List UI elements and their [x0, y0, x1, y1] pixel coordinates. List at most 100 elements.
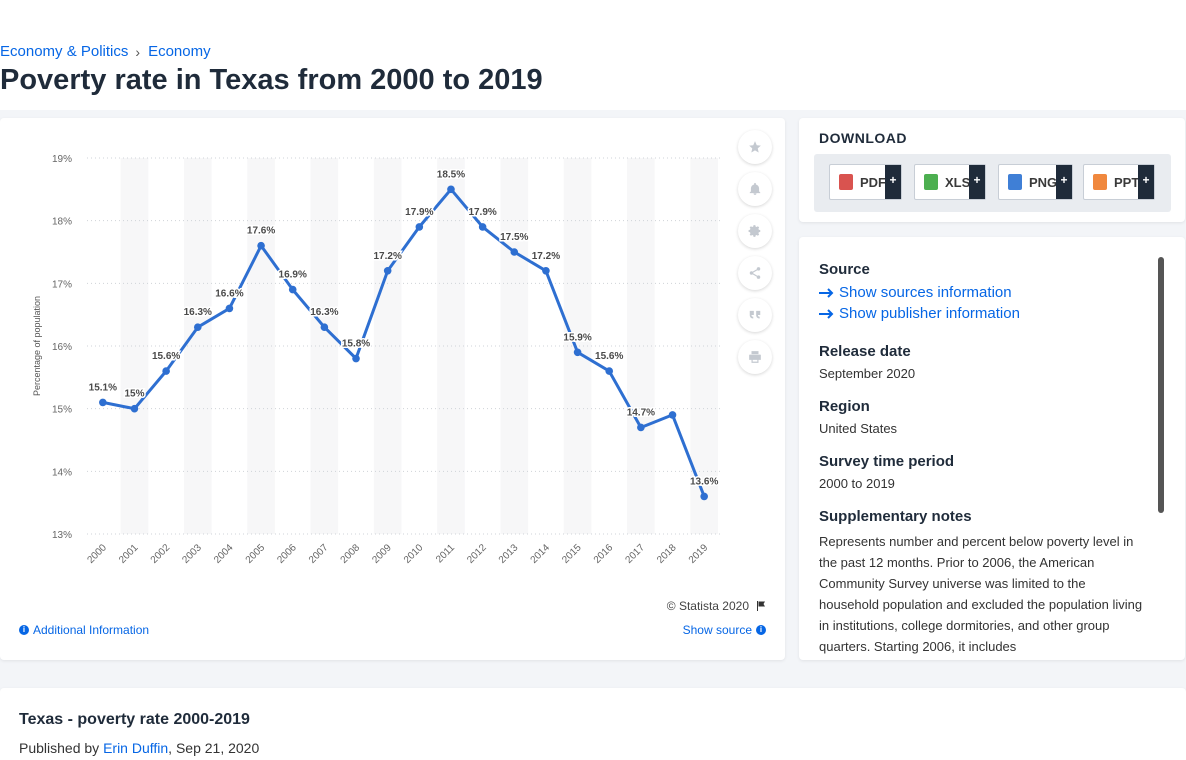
info-icon: i [756, 625, 766, 635]
data-point [478, 223, 487, 231]
x-tick-label: 2004 [212, 542, 236, 566]
download-buttons-row: PDF + XLS + PNG + PPT + [814, 154, 1171, 212]
show-publisher-label: Show publisher information [839, 305, 1020, 322]
x-tick-label: 2000 [85, 542, 109, 566]
data-point [320, 323, 329, 331]
download-png-button[interactable]: PNG + [998, 164, 1073, 200]
x-tick-label: 2005 [244, 542, 268, 566]
show-publisher-link[interactable]: Show publisher information [819, 305, 1020, 322]
data-point [130, 404, 139, 413]
release-date-section: Release date September 2020 [819, 343, 915, 381]
x-tick-label: 2014 [529, 542, 553, 566]
download-title: DOWNLOAD [819, 130, 907, 146]
data-point [637, 423, 645, 432]
survey-period-label: Survey time period [819, 453, 955, 470]
arrow-right-icon [819, 287, 834, 298]
chart-copyright: © Statista 2020 [667, 599, 767, 613]
x-tick-label: 2008 [339, 542, 363, 566]
top-header: Economy & Politics › Economy Poverty rat… [0, 0, 1186, 110]
y-tick-label: 19% [52, 154, 72, 165]
x-tick-label: 2017 [623, 542, 647, 566]
share-button[interactable] [738, 256, 772, 290]
x-tick-label: 2015 [560, 542, 584, 566]
line-chart: 13% 14% 15% 16% 17% 18% 19% Percentage of popul… [32, 154, 720, 566]
x-tick-label: 2013 [497, 542, 521, 566]
show-source-link[interactable]: Show source i [683, 623, 766, 637]
breadcrumb: Economy & Politics › Economy [0, 43, 211, 60]
download-png-label: PNG [1029, 174, 1058, 190]
supplementary-notes-text: Represents number and percent below pove… [819, 534, 1143, 654]
source-label: Source [819, 261, 870, 278]
info-icon: i [19, 625, 29, 635]
data-point [542, 267, 550, 275]
download-ppt-label: PPT [1114, 174, 1140, 190]
data-label: 16.3% [310, 307, 338, 318]
survey-period-section: Survey time period 2000 to 2019 [819, 453, 954, 491]
y-tick-label: 15% [52, 405, 72, 416]
data-point [668, 411, 677, 419]
share-icon [749, 267, 761, 279]
data-point [352, 354, 360, 363]
data-label: 17.2% [532, 251, 560, 262]
breadcrumb-separator: › [135, 43, 141, 60]
data-label: 16.9% [279, 270, 307, 281]
supplementary-notes-section: Supplementary notes Represents number an… [819, 508, 1149, 657]
ppt-file-icon [1093, 174, 1107, 190]
x-tick-label: 2011 [434, 542, 457, 565]
data-label: 15.6% [152, 351, 180, 362]
y-tick-label: 18% [52, 217, 72, 228]
download-pdf-button[interactable]: PDF + [829, 164, 902, 200]
pdf-plus-icon: + [885, 165, 901, 199]
download-ppt-button[interactable]: PPT + [1083, 164, 1155, 200]
ppt-plus-icon: + [1138, 165, 1154, 199]
data-label: 16.6% [215, 288, 243, 299]
quote-icon [749, 310, 761, 319]
x-tick-label: 2001 [117, 542, 141, 566]
show-sources-link[interactable]: Show sources information [819, 284, 1020, 301]
additional-information-link[interactable]: i Additional Information [19, 623, 149, 637]
published-prefix: Published by [19, 740, 100, 756]
column-band [183, 158, 212, 534]
data-point [447, 185, 455, 194]
x-tick-label: 2016 [592, 542, 616, 566]
data-point [288, 285, 297, 294]
data-label: 18.5% [437, 169, 465, 180]
data-point [225, 304, 234, 313]
breadcrumb-economy[interactable]: Economy [148, 43, 211, 60]
data-label: 15.9% [563, 332, 591, 343]
settings-button[interactable] [738, 214, 772, 248]
data-point [162, 367, 170, 375]
data-point [257, 241, 265, 250]
download-xls-button[interactable]: XLS + [914, 164, 986, 200]
column-band [120, 158, 149, 534]
breadcrumb-economy-politics[interactable]: Economy & Politics [0, 43, 129, 60]
source-section: Source Show sources information Show pub… [819, 261, 1020, 322]
published-date: , Sep 21, 2020 [168, 740, 260, 756]
favorite-button[interactable] [738, 130, 772, 164]
data-point [700, 492, 708, 501]
copyright-text: © Statista 2020 [666, 599, 749, 613]
data-label: 14.7% [627, 407, 655, 418]
data-point [99, 398, 107, 407]
x-tick-label: 2007 [307, 542, 331, 566]
data-point [415, 223, 424, 231]
print-icon [749, 351, 761, 363]
download-pdf-label: PDF [860, 174, 886, 190]
author-link[interactable]: Erin Duffin [103, 740, 169, 756]
x-tick-label: 2009 [370, 542, 394, 566]
flag-icon[interactable] [755, 600, 767, 612]
print-button[interactable] [738, 340, 772, 374]
bell-icon [749, 182, 761, 195]
data-point [510, 248, 519, 256]
region-label: Region [819, 398, 870, 415]
details-scrollbar[interactable] [1158, 257, 1164, 513]
page-title: Poverty rate in Texas from 2000 to 2019 [0, 64, 543, 96]
x-tick-label: 2019 [687, 542, 711, 566]
data-label: 17.2% [373, 251, 401, 262]
published-by: Published by Erin Duffin, Sep 21, 2020 [19, 740, 259, 756]
x-tick-label: 2003 [180, 542, 204, 566]
notification-button[interactable] [738, 172, 772, 206]
cite-button[interactable] [738, 298, 772, 332]
xls-plus-icon: + [969, 165, 985, 199]
region-section: Region United States [819, 398, 897, 436]
